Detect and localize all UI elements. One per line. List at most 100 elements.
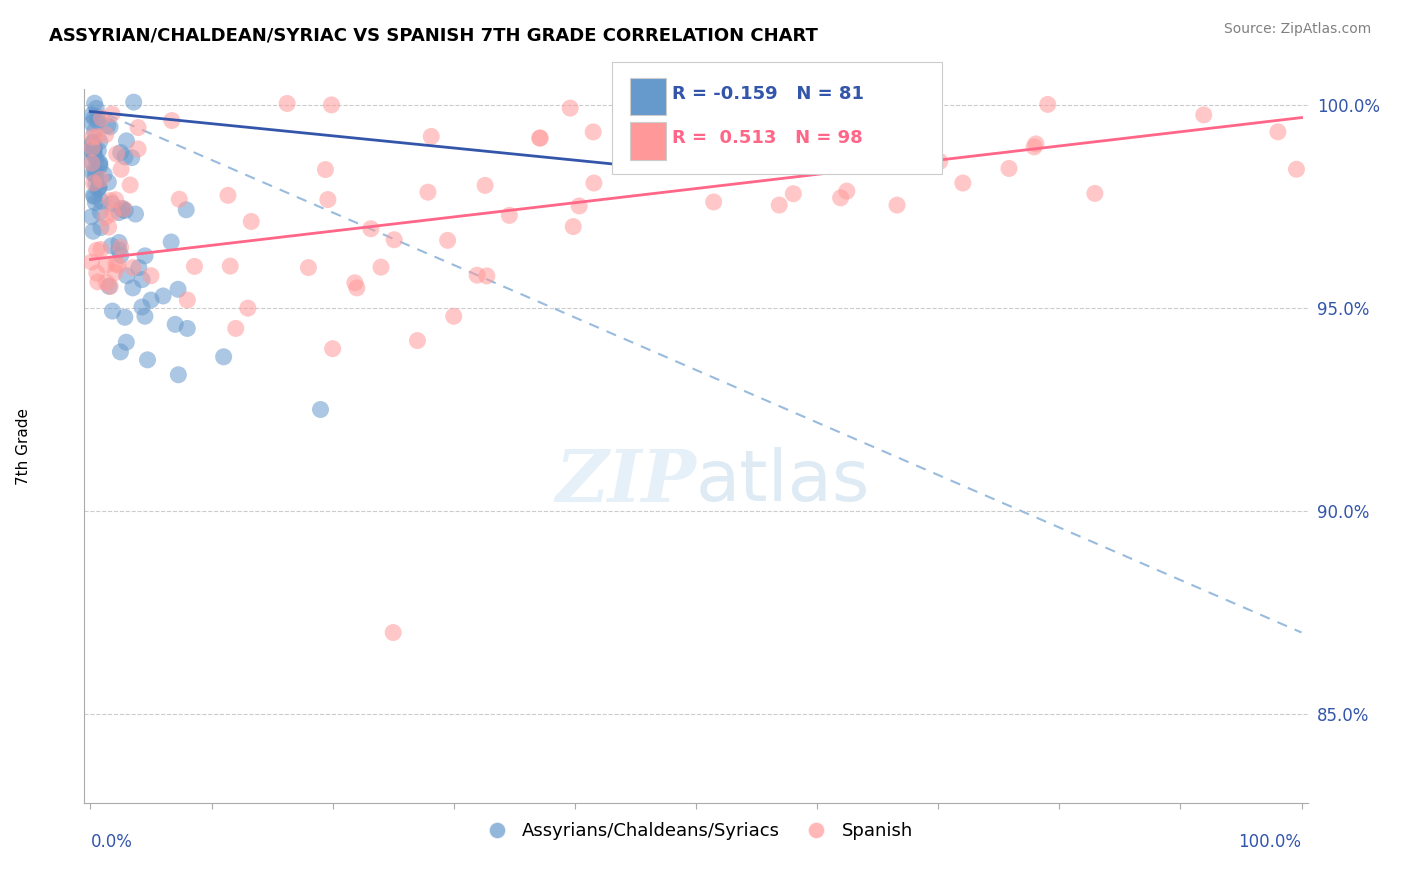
Point	[682, 107, 704, 121]
Point	[83, 142, 105, 156]
Point	[382, 625, 405, 640]
Point	[131, 272, 153, 286]
Point	[114, 150, 136, 164]
Point	[101, 206, 124, 220]
Point	[98, 279, 121, 293]
Point	[84, 177, 107, 191]
Point	[82, 141, 104, 155]
Point	[219, 259, 242, 273]
Point	[928, 154, 950, 169]
Point	[83, 189, 105, 203]
Point	[560, 101, 582, 115]
Point	[115, 134, 138, 148]
Point	[86, 244, 108, 258]
Point	[87, 144, 110, 158]
Point	[370, 260, 392, 275]
Point	[83, 124, 105, 138]
Point	[87, 181, 110, 195]
Point	[108, 243, 131, 257]
Point	[83, 176, 105, 190]
Point	[136, 352, 159, 367]
Point	[82, 135, 104, 149]
Point	[406, 334, 429, 348]
Point	[316, 193, 339, 207]
Point	[735, 102, 758, 116]
Point	[104, 266, 127, 280]
Point	[98, 194, 121, 208]
Point	[80, 145, 103, 159]
Point	[84, 169, 107, 183]
Point	[90, 111, 112, 125]
Point	[90, 243, 112, 257]
Point	[90, 220, 112, 235]
Point	[86, 110, 108, 124]
Point	[474, 178, 496, 193]
Point	[84, 195, 107, 210]
Point	[98, 120, 121, 134]
Point	[121, 260, 143, 275]
Point	[83, 143, 105, 157]
Point	[89, 156, 111, 170]
Text: 7th Grade: 7th Grade	[17, 408, 31, 484]
Point	[176, 293, 198, 307]
Point	[225, 321, 247, 335]
Point	[110, 240, 132, 254]
Point	[110, 248, 132, 262]
Point	[83, 161, 105, 176]
Point	[83, 111, 105, 125]
Point	[101, 304, 124, 318]
Point	[582, 176, 605, 190]
Point	[104, 257, 127, 271]
Point	[108, 235, 131, 250]
Point	[169, 192, 191, 206]
Point	[718, 101, 741, 115]
Point	[174, 202, 197, 217]
Point	[128, 260, 150, 275]
Text: ASSYRIAN/CHALDEAN/SYRIAC VS SPANISH 7TH GRADE CORRELATION CHART: ASSYRIAN/CHALDEAN/SYRIAC VS SPANISH 7TH …	[49, 27, 818, 45]
Point	[86, 266, 108, 280]
Point	[830, 191, 852, 205]
Point	[782, 186, 804, 201]
Point	[886, 198, 908, 212]
Point	[498, 208, 520, 222]
Point	[152, 289, 174, 303]
Point	[236, 301, 259, 315]
Text: 0.0%: 0.0%	[90, 833, 132, 851]
Point	[529, 131, 551, 145]
Point	[80, 156, 103, 170]
Point	[827, 124, 849, 138]
Point	[84, 152, 107, 166]
Point	[420, 129, 443, 144]
Point	[1192, 108, 1215, 122]
Point	[110, 145, 132, 160]
Point	[114, 310, 136, 325]
Point	[322, 342, 344, 356]
Point	[297, 260, 319, 275]
Point	[86, 114, 108, 128]
Point	[82, 136, 104, 150]
Point	[768, 198, 790, 212]
Point	[97, 175, 120, 189]
Point	[176, 321, 198, 335]
Point	[240, 214, 263, 228]
Point	[94, 210, 117, 224]
Point	[90, 172, 112, 186]
Point	[217, 188, 239, 202]
Point	[309, 402, 332, 417]
Point	[94, 258, 117, 272]
Point	[562, 219, 585, 234]
Point	[346, 281, 368, 295]
Point	[94, 128, 117, 142]
Point	[108, 205, 131, 219]
Point	[134, 310, 156, 324]
Point	[1024, 140, 1046, 154]
Point	[139, 268, 162, 283]
Point	[83, 148, 105, 162]
Point	[998, 161, 1021, 176]
Text: 100.0%: 100.0%	[1239, 833, 1302, 851]
Point	[703, 194, 725, 209]
Point	[114, 203, 136, 218]
Point	[84, 168, 107, 182]
Point	[104, 193, 127, 207]
Point	[134, 249, 156, 263]
